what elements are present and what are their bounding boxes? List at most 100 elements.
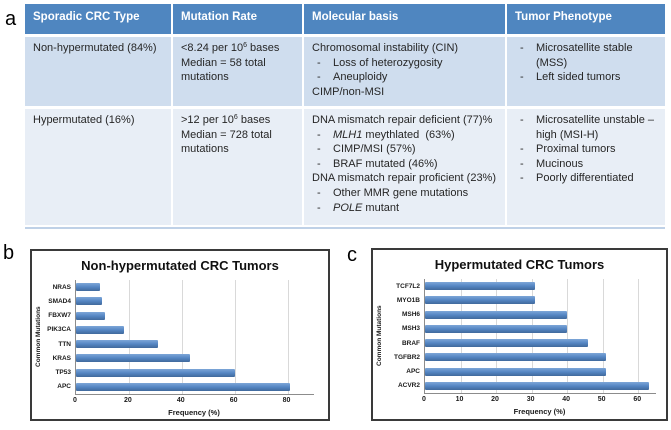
gridline [287, 280, 289, 394]
bar-row [76, 280, 314, 294]
plot-area [424, 279, 656, 394]
panel-label-c: c [347, 244, 357, 266]
chart-hypermutated: Hypermutated CRC Tumors Common Mutations… [371, 248, 668, 421]
bullet-dash: - [520, 172, 524, 185]
plot-area [75, 280, 314, 395]
table-header-cell: Sporadic CRC Type [25, 4, 171, 34]
bar-row [425, 365, 656, 379]
crc-table: Sporadic CRC Type Mutation Rate Molecular … [25, 4, 665, 229]
bullet-dash: - [520, 114, 524, 126]
bar-row [425, 308, 656, 322]
line-text: Poorly differentiated [536, 172, 634, 185]
table-cell: >12 per 106 bases Median = 728 total muta… [173, 109, 302, 225]
bar-row [425, 336, 656, 350]
category-labels: TCF7L2 MYO1B MSH6 MSH3 BRAF TGFBR2 APC ACVR2 [373, 279, 420, 393]
category-label: MYO1B [396, 296, 420, 304]
chart-non-hypermutated: Non-hypermutated CRC Tumors Common Mutat… [30, 249, 330, 421]
bar [76, 311, 106, 320]
x-axis-ticks: 0 20 40 60 80 [73, 397, 313, 407]
line-text: POLE mutant [333, 201, 400, 214]
bar [425, 324, 568, 333]
bar [76, 354, 190, 363]
line-text: Hypermutated (16%) [33, 114, 135, 126]
category-label: TP53 [55, 369, 71, 377]
line-text: Aneuploidy [333, 71, 388, 84]
x-tick-label: 40 [562, 396, 571, 403]
line-text: MLH1 meythlated (63%) [333, 128, 455, 141]
category-label: APC [57, 383, 71, 391]
line-text: Chromosomal instability (CIN) [312, 42, 459, 54]
category-label: APC [406, 368, 420, 376]
bullet-line: - POLE mutant [312, 201, 497, 216]
bar [425, 310, 568, 319]
x-tick-label: 60 [229, 397, 238, 404]
bar-row [425, 379, 656, 393]
chart-title: Hypermutated CRC Tumors [434, 257, 605, 272]
table-header-cell: Mutation Rate [173, 4, 302, 34]
line-text: BRAF mutated (46%) [333, 157, 438, 170]
category-label: TCF7L2 [396, 282, 420, 290]
panel-label-a: a [5, 8, 17, 30]
bar [76, 340, 158, 349]
bullet-line: - Microsatellite unstable – high (MSI-H) [515, 113, 657, 142]
bar [76, 283, 100, 292]
line-text: DNA mismatch repair deficient (77)% [312, 114, 493, 126]
bullet-line: - Other MMR gene mutations [312, 186, 497, 201]
table-cell: - Microsatellite unstable – high (MSI-H) -… [507, 109, 665, 225]
line-text: >12 per 106 bases [181, 114, 271, 126]
line-text: Loss of heterozygosity [333, 56, 443, 69]
bar [425, 282, 536, 291]
bullet-dash: - [520, 42, 524, 54]
x-axis-title: Frequency (%) [168, 408, 220, 417]
bullet-line: - MLH1 meythlated (63%) [312, 128, 497, 143]
bar-row [76, 309, 314, 323]
table-cell: - Microsatellite stable (MSS) - Left sided … [507, 37, 665, 106]
line-text: Proximal tumors [536, 143, 616, 156]
bullet-line: - Proximal tumors [515, 142, 657, 157]
bar-row [76, 351, 314, 365]
table-cell: Hypermutated (16%) [25, 109, 171, 225]
bullet-dash: - [520, 157, 524, 170]
line-text: Microsatellite stable (MSS) [536, 42, 636, 69]
line-text: Non-hypermutated (84%) [33, 42, 157, 54]
x-tick-label: 0 [73, 397, 77, 404]
bar-row [425, 350, 656, 364]
category-label: TTN [58, 340, 71, 348]
text-line: <8.24 per 106 bases [181, 41, 294, 56]
table-cell: <8.24 per 106 bases Median = 58 total mut… [173, 37, 302, 106]
gridline [602, 279, 604, 393]
bar-row [76, 366, 314, 380]
x-tick-label: 60 [633, 396, 642, 403]
bar [425, 353, 607, 362]
bullet-line: - Mucinous [515, 157, 657, 172]
x-tick-label: 20 [123, 397, 132, 404]
bullet-line: - BRAF mutated (46%) [312, 157, 497, 172]
category-label: NRAS [52, 283, 71, 291]
category-label: TGFBR2 [394, 353, 420, 361]
x-axis-title: Frequency (%) [513, 407, 566, 416]
gridline [234, 280, 236, 394]
bullet-dash: - [317, 128, 321, 141]
text-line: Non-hypermutated (84%) [33, 41, 163, 56]
category-label: SMAD4 [48, 297, 71, 305]
text-line: DNA mismatch repair deficient (77)% [312, 113, 497, 128]
bar [425, 367, 607, 376]
bullet-line: - Microsatellite stable (MSS) [515, 41, 657, 70]
gridline [181, 280, 183, 394]
bar-row [425, 293, 656, 307]
x-axis-ticks: 0 10 20 30 40 50 60 [422, 396, 655, 406]
x-tick-label: 0 [422, 396, 426, 403]
bar-row [76, 337, 314, 351]
bar [76, 382, 291, 391]
line-text: CIMP/non-MSI [312, 85, 385, 98]
category-label: MSH6 [401, 311, 420, 319]
category-label: BRAF [401, 339, 420, 347]
line-text: DNA mismatch repair proficient (23%) [312, 172, 497, 185]
bar-row [76, 380, 314, 394]
gridline [128, 280, 130, 394]
bar-row [425, 322, 656, 336]
bullet-line: - Left sided tumors [515, 70, 657, 85]
bar-row [76, 323, 314, 337]
bar [425, 339, 589, 348]
